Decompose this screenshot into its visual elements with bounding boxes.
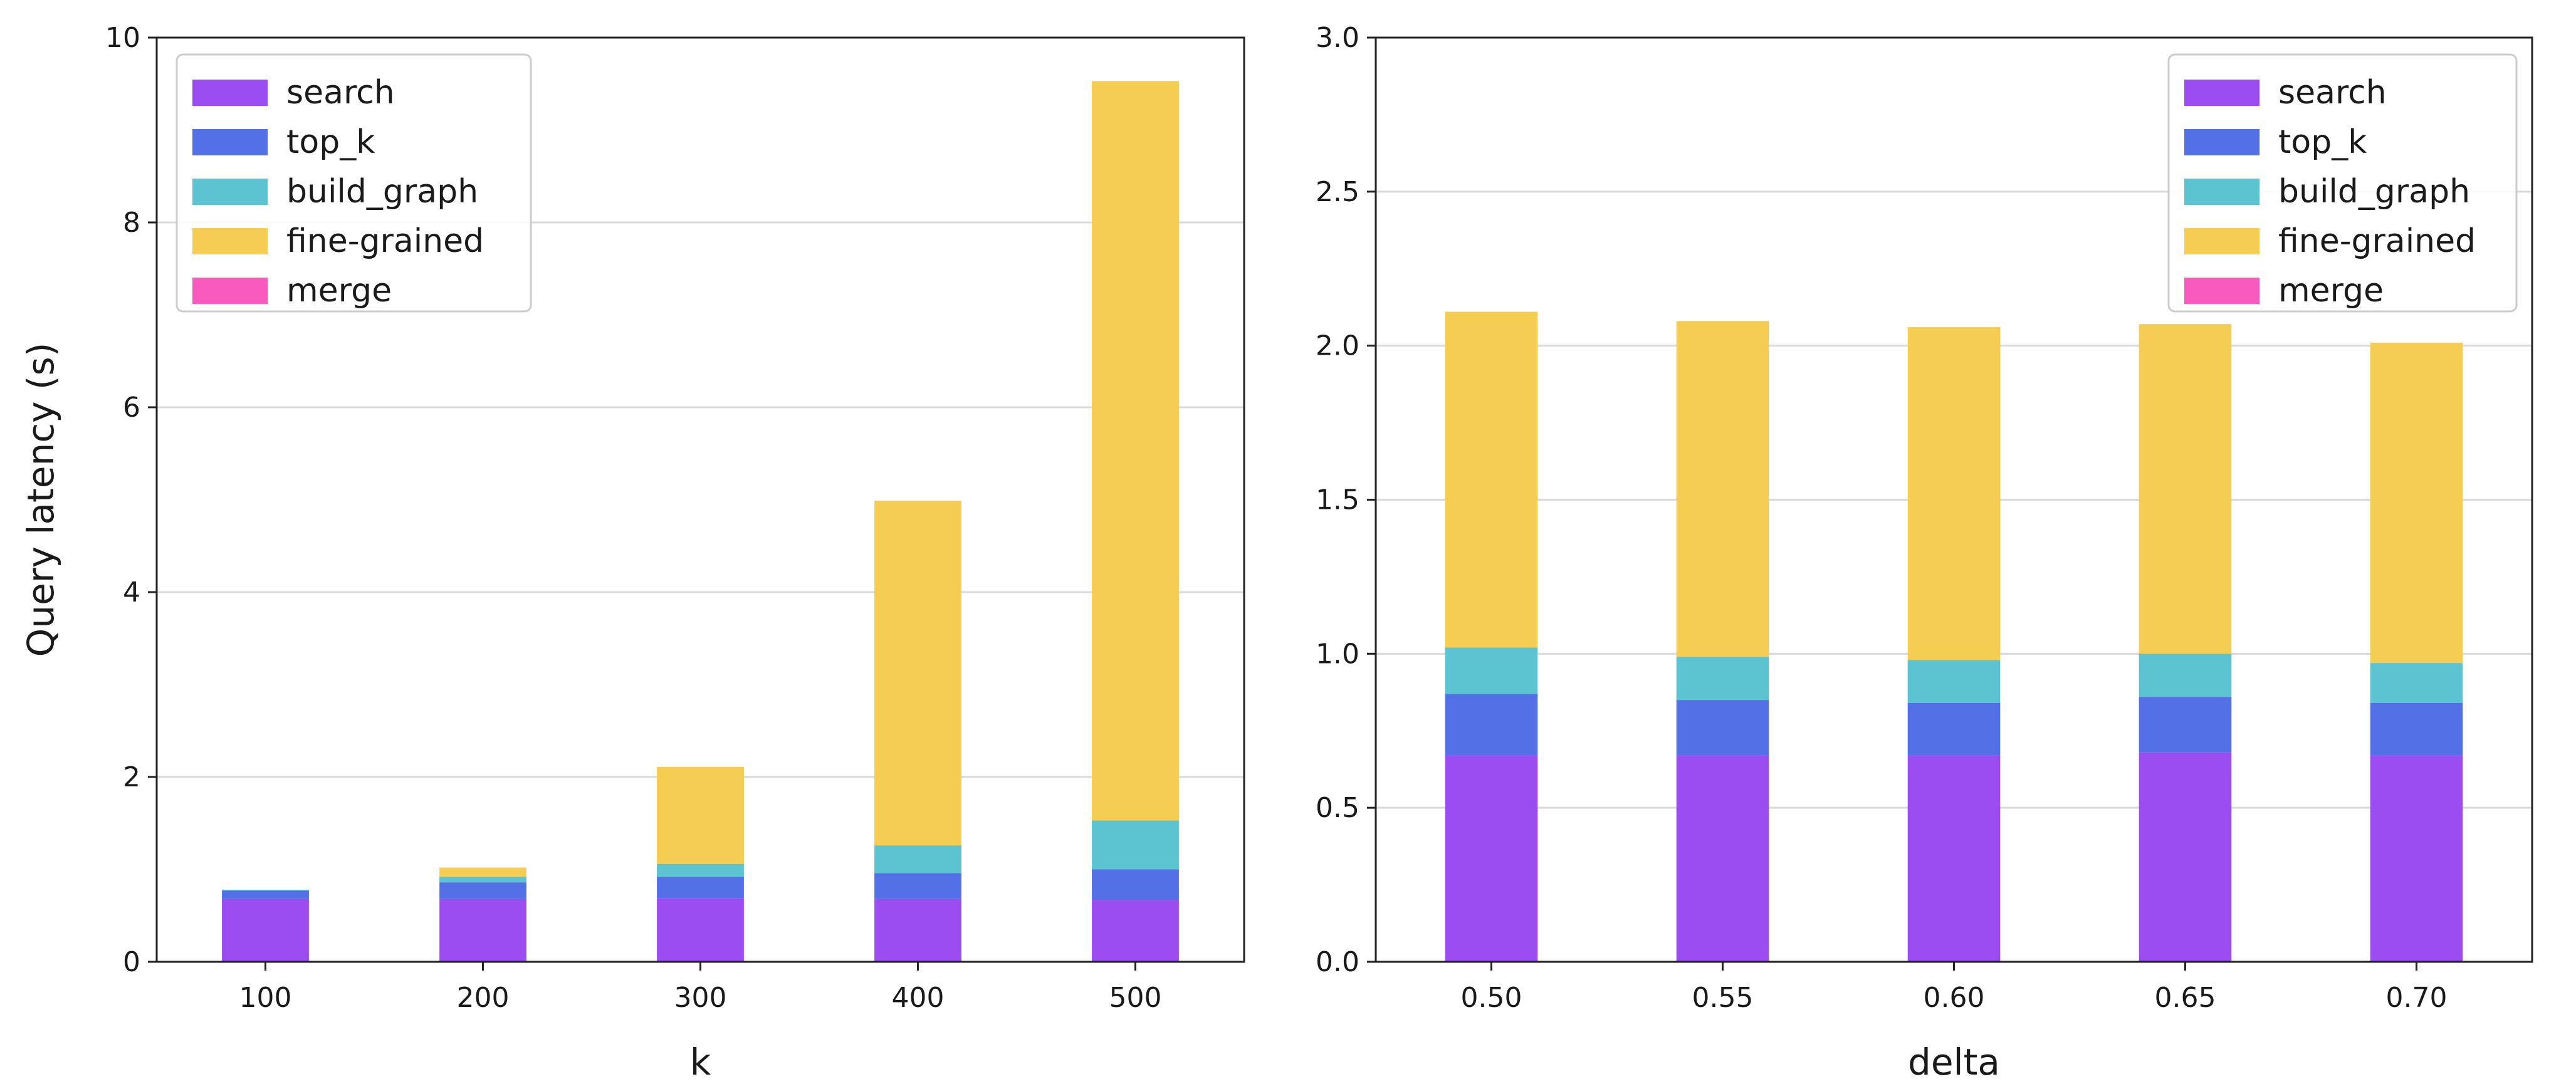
- bar-search-400: [874, 899, 961, 962]
- bar-top_k-500: [1092, 869, 1179, 900]
- bar-fine-grained-500: [1092, 81, 1179, 821]
- legend-label-search: search: [286, 74, 395, 112]
- legend-swatch-merge: [192, 278, 268, 304]
- x-tick-label: 300: [674, 982, 727, 1014]
- legend-label-build_graph: build_graph: [286, 173, 478, 211]
- y-tick-label: 0.5: [1316, 792, 1359, 824]
- y-tick-label: 2.5: [1316, 176, 1359, 208]
- bar-top_k-400: [874, 873, 961, 899]
- bar-search-0.50: [1445, 755, 1538, 962]
- bar-search-200: [439, 899, 526, 962]
- bar-top_k-0.50: [1445, 694, 1538, 756]
- bar-search-0.70: [2370, 755, 2463, 962]
- x-tick-label: 0.55: [1692, 982, 1754, 1014]
- bar-search-300: [657, 898, 744, 962]
- bar-fine-grained-0.50: [1445, 311, 1538, 648]
- legend-label-fine-grained: fine-grained: [286, 222, 484, 260]
- legend-label-build_graph: build_graph: [2278, 173, 2470, 211]
- y-tick-label: 6: [123, 392, 140, 424]
- bar-search-0.55: [1676, 755, 1769, 962]
- x-tick-label: 0.50: [1461, 982, 1522, 1014]
- x-tick-label: 500: [1109, 982, 1162, 1014]
- bar-search-0.60: [1907, 755, 2001, 962]
- bar-build_graph-200: [439, 877, 526, 883]
- bar-fine-grained-0.60: [1907, 327, 2001, 660]
- legend-swatch-search: [2184, 80, 2259, 106]
- bar-build_graph-0.55: [1676, 657, 1769, 701]
- bar-search-500: [1092, 900, 1179, 962]
- y-axis-label: Query latency (s): [19, 343, 62, 657]
- y-tick-label: 4: [123, 576, 140, 608]
- y-tick-label: 1.0: [1316, 638, 1359, 670]
- legend-label-top_k: top_k: [2278, 123, 2367, 161]
- x-tick-label: 200: [457, 982, 510, 1014]
- bar-build_graph-400: [874, 845, 961, 873]
- bar-top_k-200: [439, 882, 526, 899]
- chart-panel-1: 0 2 4 6 8 10 100 200 300 400 500 k Query latency (s)…: [19, 22, 1245, 1083]
- x-tick-label: 0.65: [2155, 982, 2216, 1014]
- bar-build_graph-0.65: [2139, 654, 2232, 697]
- legend-label-merge: merge: [2278, 272, 2384, 310]
- legend-swatch-search: [192, 80, 268, 106]
- bar-top_k-0.60: [1907, 703, 2001, 756]
- bar-top_k-100: [222, 890, 309, 899]
- legend-label-fine-grained: fine-grained: [2278, 222, 2476, 260]
- legend: search top_k build_graph fine-grained merge: [175, 53, 532, 313]
- bar-top_k-0.65: [2139, 697, 2232, 753]
- legend-label-top_k: top_k: [286, 123, 375, 161]
- x-tick-label: 0.60: [1924, 982, 1985, 1014]
- bar-search-0.65: [2139, 752, 2232, 962]
- bar-search-100: [222, 899, 309, 962]
- bar-fine-grained-0.65: [2139, 324, 2232, 654]
- legend-swatch-top_k: [2184, 129, 2259, 155]
- plot-frame: [1374, 36, 2533, 963]
- bar-fine-grained-0.55: [1676, 321, 1769, 657]
- bar-top_k-0.55: [1676, 700, 1769, 756]
- legend-swatch-top_k: [192, 129, 268, 155]
- x-axis-label: delta: [1908, 1041, 2000, 1083]
- y-tick-label: 8: [123, 207, 140, 239]
- y-tick-label: 2: [123, 761, 140, 793]
- x-tick-label: 400: [892, 982, 945, 1014]
- legend-swatch-build_graph: [192, 179, 268, 205]
- bar-build_graph-0.60: [1907, 660, 2001, 703]
- y-tick-label: 10: [105, 22, 140, 54]
- legend-swatch-fine-grained: [192, 228, 268, 254]
- bar-fine-grained-200: [439, 867, 526, 877]
- y-tick-label: 0.0: [1316, 946, 1359, 978]
- bar-fine-grained-0.70: [2370, 342, 2463, 664]
- y-tick-label: 0: [123, 946, 140, 978]
- legend-swatch-fine-grained: [2184, 228, 2259, 254]
- bar-top_k-300: [657, 877, 744, 899]
- plot-frame: [155, 36, 1245, 963]
- y-tick-label: 2.0: [1316, 330, 1359, 362]
- x-tick-label: 100: [239, 982, 292, 1014]
- x-tick-label: 0.70: [2386, 982, 2448, 1014]
- chart-panel-2: 0.0 0.5 1.0 1.5 2.0 2.5 3.0 0.50 0.55 0.60 0.65 0.7…: [1316, 22, 2533, 1083]
- bar-top_k-0.70: [2370, 703, 2463, 756]
- bar-build_graph-0.50: [1445, 647, 1538, 694]
- legend-swatch-merge: [2184, 278, 2259, 304]
- bar-build_graph-300: [657, 863, 744, 877]
- legend-label-search: search: [2278, 74, 2387, 112]
- bar-fine-grained-300: [657, 766, 744, 864]
- legend-swatch-build_graph: [2184, 179, 2259, 205]
- bar-build_graph-500: [1092, 820, 1179, 870]
- y-tick-label: 3.0: [1316, 22, 1359, 54]
- bar-build_graph-0.70: [2370, 663, 2463, 703]
- bar-fine-grained-400: [874, 500, 961, 846]
- x-axis-label: k: [690, 1041, 711, 1083]
- legend: search top_k build_graph fine-grained merge: [2167, 53, 2518, 313]
- y-tick-label: 1.5: [1316, 484, 1359, 516]
- legend-label-merge: merge: [286, 272, 392, 310]
